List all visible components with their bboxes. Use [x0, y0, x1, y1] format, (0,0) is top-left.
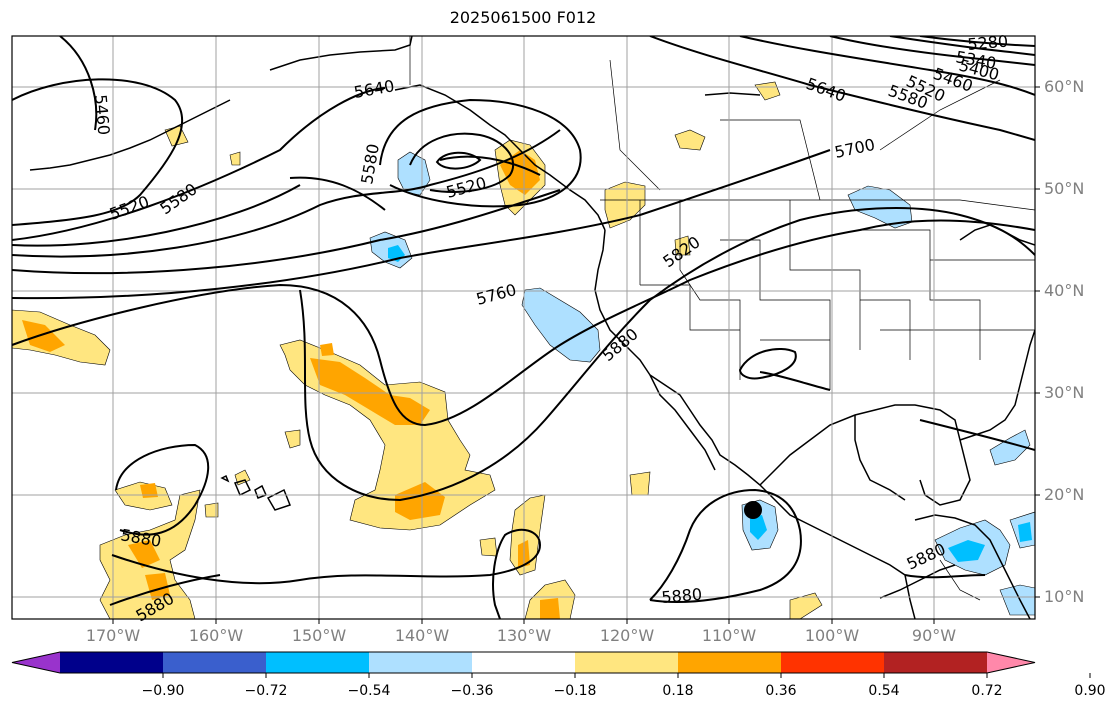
colorbar-segment — [884, 652, 988, 673]
anomaly-patch — [22, 320, 65, 352]
contour-line — [12, 78, 184, 226]
colorbar-segment — [472, 652, 576, 673]
contour-line — [739, 36, 1035, 96]
lon-label-120w: 120°W — [599, 626, 655, 645]
anomaly-patch — [140, 483, 158, 498]
colorbar-tick-label: 0.54 — [868, 683, 900, 699]
anomaly-patch — [128, 540, 160, 568]
lon-label-140w: 140°W — [394, 626, 450, 645]
anomaly-patch — [320, 343, 334, 356]
anomaly-patch — [310, 358, 430, 425]
contour-line — [904, 574, 986, 579]
lon-label-90w: 90°W — [911, 626, 957, 645]
contour-line — [12, 87, 386, 241]
contour-line — [115, 443, 210, 536]
contour-line — [379, 98, 582, 208]
contour-line — [889, 36, 1035, 56]
colorbar-tick-label: 0.72 — [971, 683, 1003, 699]
lat-label-10n: 10°N — [1044, 587, 1085, 606]
contour-labels: 5460 5520 5580 5640 5580 5520 5640 5700 … — [91, 32, 1009, 626]
contour-line — [738, 348, 797, 380]
colorbar-tick-label: 0.90 — [1074, 683, 1105, 699]
anomaly-patch — [674, 235, 691, 256]
contour-line — [12, 129, 561, 258]
colorbar-outline — [11, 651, 1036, 674]
lat-label-30n: 30°N — [1044, 383, 1085, 402]
anomaly-patch — [521, 287, 601, 363]
lon-label-170w: 170°W — [85, 626, 141, 645]
contour-line — [299, 207, 1035, 502]
axis-ticks — [112, 86, 1040, 624]
contour-line — [439, 155, 541, 176]
anomaly-patch — [204, 502, 219, 518]
map-title: 2025061500 F012 — [449, 8, 597, 27]
colorbar-segment — [781, 652, 885, 673]
anomaly-patch — [540, 598, 560, 619]
anomaly-patch — [284, 429, 301, 449]
anomaly-patch — [674, 129, 706, 151]
anomaly-patch — [999, 584, 1035, 616]
contour-label: 5280 — [967, 32, 1009, 54]
colorbar-tick-label: 0.36 — [765, 683, 797, 699]
colorbar-tick-label: −0.36 — [450, 683, 494, 699]
colorbar-extend-high — [987, 652, 1035, 673]
lon-label-100w: 100°W — [804, 626, 860, 645]
contour-line — [12, 219, 1035, 427]
lat-label-60n: 60°N — [1044, 77, 1085, 96]
lat-label-50n: 50°N — [1044, 179, 1085, 198]
anomaly-patch — [1018, 522, 1032, 542]
lon-label-130w: 130°W — [496, 626, 552, 645]
anomaly-patch — [145, 573, 170, 600]
anomaly-patch — [229, 151, 241, 166]
contour-line — [649, 488, 802, 603]
anomaly-patch — [500, 150, 540, 195]
contour-line — [12, 149, 831, 300]
contour-line — [109, 574, 221, 606]
colorbar-extend-low — [12, 652, 60, 673]
contour-label: 5880 — [661, 585, 703, 607]
colorbar-segment — [163, 652, 267, 673]
colorbar — [11, 651, 1091, 678]
colorbar-segment — [369, 652, 473, 673]
anomaly-patch — [989, 429, 1031, 466]
colorbar-tick-label: −0.18 — [553, 683, 597, 699]
anomaly-patch — [479, 537, 498, 557]
contour-line — [409, 132, 515, 193]
lon-label-110w: 110°W — [701, 626, 757, 645]
lon-label-150w: 150°W — [291, 626, 347, 645]
contour-line — [12, 189, 561, 275]
contour-line — [649, 36, 1035, 141]
contour-line — [289, 176, 386, 211]
contour-line — [919, 36, 1035, 47]
storm-marker — [744, 501, 762, 519]
colorbar-tick-label: −0.90 — [141, 683, 185, 699]
colorbar-tick-label: 0.18 — [662, 683, 694, 699]
colorbar-tick-label: −0.72 — [244, 683, 288, 699]
colorbar-segment — [60, 652, 164, 673]
contour-label: 5460 — [91, 94, 113, 136]
anomaly-patch — [604, 181, 646, 229]
lat-label-40n: 40°N — [1044, 281, 1085, 300]
anomaly-patch — [750, 515, 767, 540]
contour-line — [829, 36, 1035, 66]
colorbar-segment — [266, 652, 370, 673]
colorbar-segment — [678, 652, 782, 673]
colorbar-tick-label: −0.54 — [347, 683, 391, 699]
contour-line — [919, 419, 1035, 451]
colorbar-segment — [575, 652, 679, 673]
anomaly-patch — [789, 592, 823, 619]
contour-line — [435, 151, 482, 170]
contour-line — [111, 528, 542, 619]
graticule — [12, 36, 1035, 619]
contour-line — [759, 371, 831, 391]
height-contours — [12, 36, 1035, 619]
lat-label-20n: 20°N — [1044, 485, 1085, 504]
anomaly-patch — [629, 471, 651, 496]
contour-line — [59, 36, 98, 131]
contour-line — [12, 184, 301, 247]
anomaly-patch — [948, 540, 985, 562]
lon-label-160w: 160°W — [188, 626, 244, 645]
